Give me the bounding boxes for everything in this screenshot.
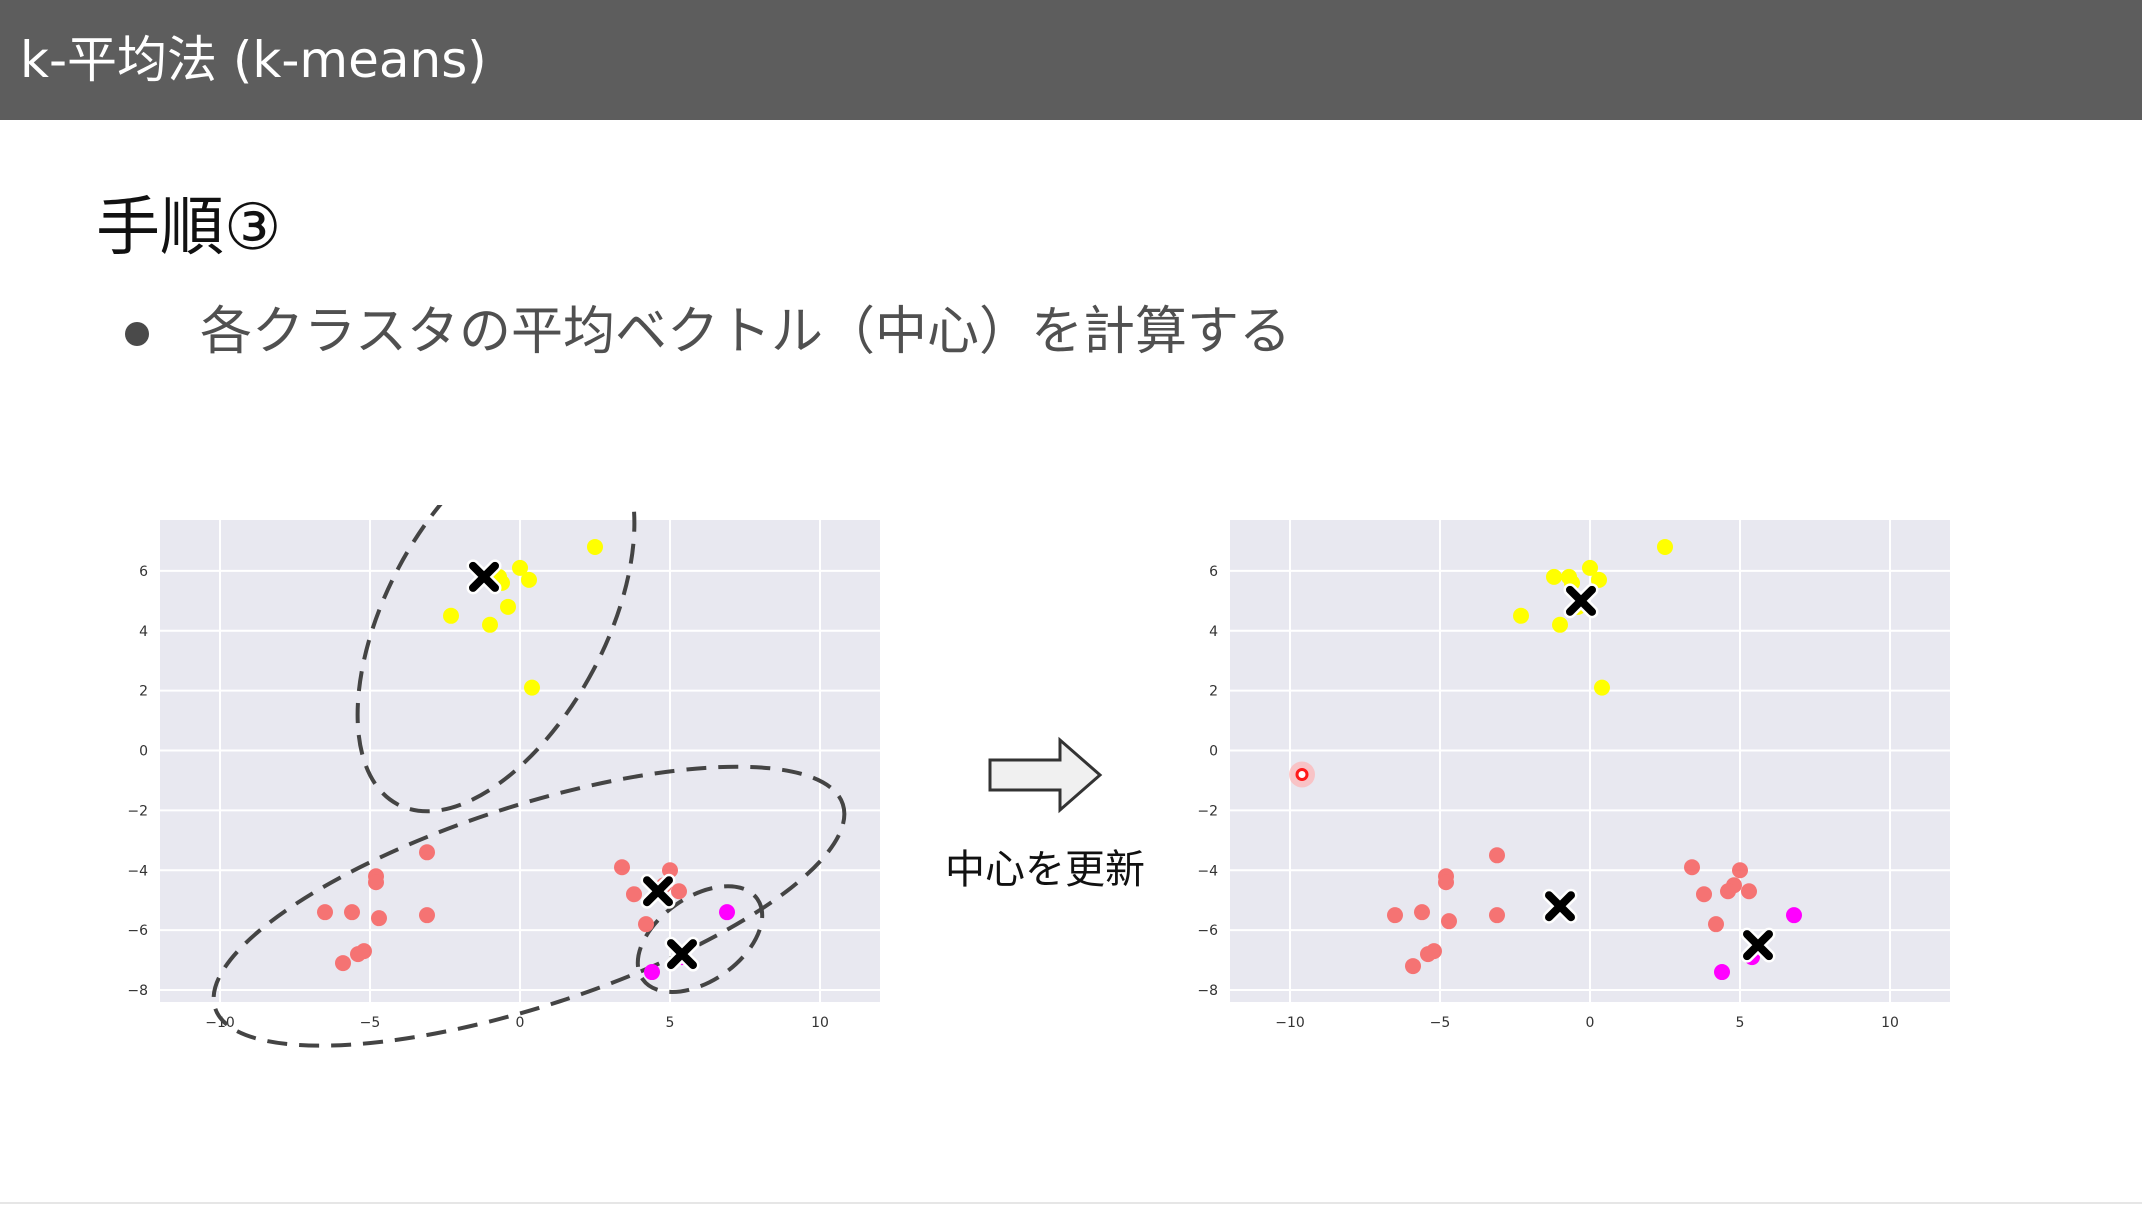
data-point-salmon	[344, 904, 360, 921]
center-x-icon	[664, 936, 700, 972]
y-tick-label: 2	[139, 684, 148, 700]
data-point-salmon	[1732, 862, 1748, 879]
center-x-icon	[640, 873, 676, 909]
data-point-yellow	[500, 598, 516, 615]
data-point-yellow	[1582, 559, 1598, 576]
center-x-icon	[466, 559, 502, 595]
center-x-icon	[1542, 888, 1578, 924]
scatter-chart-before: −10 −5 0 5 10 6 4 2 0 −2 −4 −6 −8	[127, 505, 880, 1048]
data-point-yellow	[443, 607, 459, 624]
data-point-salmon	[419, 844, 435, 861]
x-tick-label: 5	[666, 1015, 675, 1031]
data-point-yellow	[1546, 568, 1562, 585]
y-tick-label: 6	[1209, 564, 1218, 580]
data-point-salmon	[1420, 946, 1436, 963]
data-point-yellow	[1594, 679, 1610, 696]
data-point-magenta	[1714, 964, 1730, 981]
data-point-salmon	[1489, 847, 1505, 864]
cluster-outline-magenta	[635, 884, 765, 995]
y-tick-label: 0	[139, 744, 148, 760]
data-point-salmon	[1438, 874, 1454, 891]
center-x-icon	[1740, 927, 1776, 963]
x-tick-label: 10	[1881, 1015, 1899, 1031]
data-point-salmon	[1741, 883, 1757, 900]
data-point-yellow	[1552, 616, 1568, 633]
data-point-salmon	[626, 886, 642, 903]
center-x-mark	[1566, 585, 1596, 616]
data-point-magenta	[644, 964, 660, 981]
y-tick-label: −2	[127, 803, 148, 819]
y-tick-label: −4	[1197, 863, 1218, 879]
y-tick-label: 4	[139, 624, 148, 640]
scatter-chart-after: −10 −5 0 5 10 6 4 2 0 −2 −4 −6 −8	[1197, 520, 1950, 1031]
center-x-icon	[1563, 583, 1599, 619]
x-tick-label: 0	[1586, 1015, 1595, 1031]
data-point-salmon	[335, 955, 351, 972]
x-tick-label: −10	[1275, 1015, 1305, 1031]
data-point-salmon	[350, 946, 366, 963]
data-point-magenta	[1786, 907, 1802, 924]
data-point-salmon	[1441, 913, 1457, 930]
cluster-outline-yellow	[355, 505, 637, 814]
data-point-salmon	[368, 874, 384, 891]
outlier-point	[1295, 767, 1309, 781]
data-point-yellow	[521, 571, 537, 588]
data-point-salmon	[671, 883, 687, 900]
data-point-salmon	[1387, 907, 1403, 924]
data-point-magenta	[719, 904, 735, 921]
y-tick-label: −8	[127, 983, 148, 999]
data-point-yellow	[1513, 607, 1529, 624]
slide-divider	[0, 1202, 2142, 1204]
x-tick-label: −5	[360, 1015, 381, 1031]
cluster-outline-salmon	[211, 764, 847, 1048]
slide-title: k-平均法 (k-means)	[20, 31, 487, 89]
y-tick-label: 2	[1209, 684, 1218, 700]
data-point-salmon	[1696, 886, 1712, 903]
data-point-salmon	[1708, 916, 1724, 933]
y-tick-label: −4	[127, 863, 148, 879]
data-point-yellow	[524, 679, 540, 696]
x-tick-label: 5	[1736, 1015, 1745, 1031]
bullet-text: 各クラスタの平均ベクトル（中心）を計算する	[200, 302, 1291, 362]
x-tick-label: 0	[516, 1015, 525, 1031]
y-tick-label: −2	[1197, 803, 1218, 819]
right-arrow-icon	[985, 735, 1105, 819]
y-tick-label: −6	[1197, 923, 1218, 939]
data-point-yellow	[587, 538, 603, 555]
data-point-salmon	[317, 904, 333, 921]
data-point-salmon	[638, 916, 654, 933]
data-point-salmon	[662, 862, 678, 879]
title-bar: k-平均法 (k-means)	[0, 0, 2142, 120]
data-point-salmon	[1489, 907, 1505, 924]
data-point-salmon	[1684, 859, 1700, 876]
center-x-mark	[1545, 891, 1575, 922]
data-point-yellow	[512, 559, 528, 576]
data-point-salmon	[1414, 904, 1430, 921]
data-point-salmon	[614, 859, 630, 876]
center-x-mark	[643, 876, 673, 907]
step-heading: 手順③	[96, 191, 282, 265]
data-point-salmon	[371, 910, 387, 927]
data-point-salmon	[1405, 958, 1421, 975]
arrow-label: 中心を更新	[945, 847, 1145, 893]
data-point-yellow	[1657, 538, 1673, 555]
data-point-salmon	[1720, 883, 1736, 900]
x-tick-label: −5	[1430, 1015, 1451, 1031]
data-point-yellow	[1591, 571, 1607, 588]
center-x-mark	[667, 939, 697, 970]
center-x-mark	[469, 561, 499, 592]
x-tick-label: −10	[205, 1015, 235, 1031]
data-point-yellow	[482, 616, 498, 633]
x-tick-label: 10	[811, 1015, 829, 1031]
data-point-salmon	[419, 907, 435, 924]
bullet-icon	[125, 322, 149, 346]
y-tick-label: −8	[1197, 983, 1218, 999]
y-tick-label: 0	[1209, 744, 1218, 760]
y-tick-label: 4	[1209, 624, 1218, 640]
y-tick-label: 6	[139, 564, 148, 580]
center-x-mark	[1743, 930, 1773, 961]
y-tick-label: −6	[127, 923, 148, 939]
